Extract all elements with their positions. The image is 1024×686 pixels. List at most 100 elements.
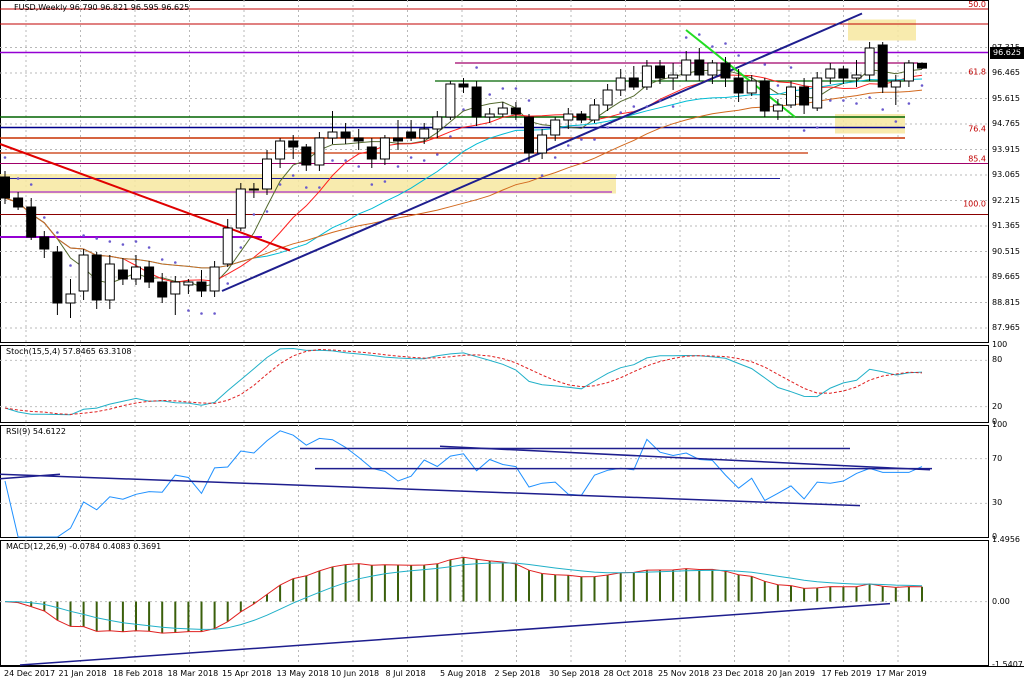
parabolic-sar-dot [69, 264, 72, 267]
parabolic-sar-dot [187, 309, 190, 312]
macd-pane-frame [0, 540, 989, 666]
x-tick-label: 5 Aug 2018 [440, 669, 487, 678]
parabolic-sar-dot [475, 66, 478, 69]
y-tick-label: 100 [992, 420, 1008, 429]
candle-body [26, 206, 37, 238]
x-tick-label: 8 Jul 2018 [385, 669, 426, 678]
candle-body [91, 254, 102, 301]
candle-body [314, 137, 325, 166]
parabolic-sar-dot [763, 63, 767, 66]
y-tick-label: 0 [992, 417, 998, 426]
x-tick-label: 24 Dec 2017 [4, 669, 56, 678]
candle-body [772, 104, 783, 112]
parabolic-sar-dot [567, 144, 570, 147]
stoch-pane-frame [0, 345, 989, 423]
y-tick-label: 0.00 [992, 596, 1010, 606]
candle-body [406, 131, 417, 139]
x-tick-label: 15 Apr 2018 [222, 669, 272, 678]
last-price-label: 96.625 [990, 47, 1024, 59]
parabolic-sar-dot [174, 261, 177, 264]
x-tick-label: 21 Jan 2018 [58, 669, 107, 678]
parabolic-sar-dot [3, 156, 7, 159]
candle-body [222, 227, 233, 265]
candle-body [458, 83, 469, 88]
parabolic-sar-dot [82, 234, 85, 237]
candle-body [262, 158, 272, 190]
parabolic-sar-dot [632, 105, 636, 108]
candle-body [550, 119, 561, 136]
y-tick-label: 30 [992, 498, 1003, 508]
candle-body [903, 62, 914, 82]
y-tick-label: 80 [992, 355, 1003, 365]
candle-body [799, 86, 810, 106]
stoch-main-line [4, 347, 923, 416]
y-tick-label: 88.815 [992, 297, 1020, 307]
candle-body [890, 80, 901, 88]
y-tick-label: 94.765 [992, 119, 1020, 129]
macd-signal-line [4, 562, 923, 630]
candle-body [0, 176, 10, 199]
parabolic-sar-dot [737, 54, 740, 57]
candle-body [641, 65, 652, 88]
parabolic-sar-dot [711, 45, 714, 48]
parabolic-sar-dot [331, 159, 334, 162]
x-tick-label: 17 Mar 2019 [876, 669, 927, 678]
candle-body [484, 113, 495, 118]
x-tick-label: 30 Sep 2018 [549, 669, 600, 678]
parabolic-sar-dot [580, 138, 583, 141]
candle-body [471, 86, 482, 118]
parabolic-sar-dot [134, 240, 138, 243]
parabolic-sar-dot [724, 42, 727, 45]
parabolic-sar-dot [855, 102, 858, 105]
parabolic-sar-dot [698, 33, 701, 36]
parabolic-sar-dot [789, 66, 793, 69]
downtrend-line [0, 143, 291, 252]
x-tick-label: 20 Jan 2019 [767, 669, 815, 678]
candle-body [144, 266, 155, 283]
fib-level-label: 76.4 [968, 125, 986, 134]
candle-body [851, 74, 862, 79]
parabolic-sar-dot [200, 312, 203, 315]
candle-body [877, 44, 888, 88]
parabolic-sar-dot [95, 237, 98, 240]
y-tick-label: 95.615 [992, 93, 1020, 103]
parabolic-sar-dot [278, 183, 282, 186]
x-tick-label: 25 Nov 2018 [658, 669, 710, 678]
parabolic-sar-dot [606, 126, 609, 129]
candle-body [340, 131, 351, 139]
parabolic-sar-dot [318, 186, 321, 189]
parabolic-sar-dot [108, 240, 112, 243]
parabolic-sar-dot [305, 186, 308, 189]
x-tick-label: 17 Feb 2019 [821, 669, 872, 678]
candle-body [419, 128, 430, 139]
x-tick-label: 18 Mar 2018 [167, 669, 219, 678]
candle-body [497, 107, 508, 115]
parabolic-sar-dot [684, 36, 688, 39]
parabolic-sar-dot [56, 231, 59, 234]
candle-body [524, 116, 534, 154]
parabolic-sar-dot [396, 165, 400, 168]
candle-body [838, 68, 849, 79]
candle-body [301, 146, 312, 166]
parabolic-sar-dot [802, 129, 806, 132]
y-tick-label: 89.665 [992, 272, 1020, 282]
parabolic-sar-dot [213, 312, 216, 315]
candle-body [432, 116, 443, 130]
fib-level-label: 50.0 [968, 0, 986, 9]
candle-body [39, 236, 50, 250]
parabolic-sar-dot [160, 258, 164, 261]
candle-body [602, 89, 613, 106]
parabolic-sar-dot [645, 105, 649, 108]
parabolic-sar-dot [593, 138, 596, 141]
candle-body [563, 113, 574, 121]
parabolic-sar-dot [436, 153, 439, 156]
parabolic-sar-dot [147, 246, 151, 249]
y-tick-label: 93.915 [992, 144, 1020, 154]
macd-trend-line [19, 602, 891, 666]
parabolic-sar-dot [829, 99, 832, 102]
parabolic-sar-dot [750, 60, 753, 63]
candle-body [615, 77, 626, 91]
candle-body [510, 107, 521, 115]
candle-body [65, 293, 76, 304]
rsi-pane-frame [0, 425, 989, 538]
